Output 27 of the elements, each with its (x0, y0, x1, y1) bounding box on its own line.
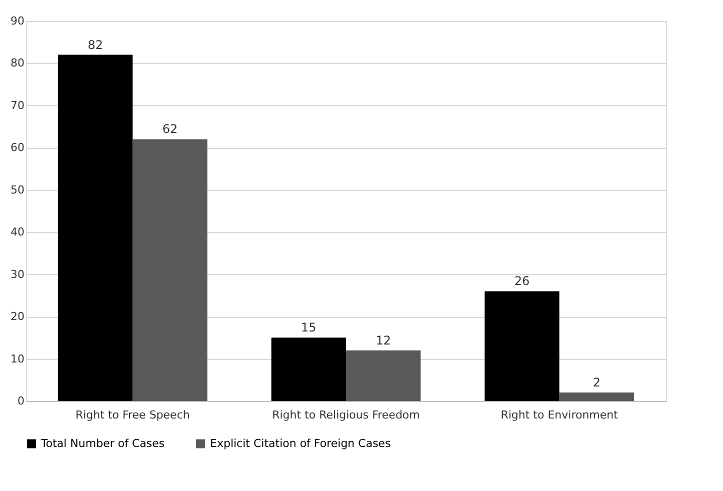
data-label: 2 (592, 376, 600, 390)
x-tick-label: Right to Free Speech (75, 408, 190, 422)
x-tick-label: Right to Environment (500, 408, 619, 422)
data-label: 26 (514, 274, 530, 288)
bar (271, 338, 346, 401)
bar (484, 291, 560, 401)
bar (132, 139, 208, 401)
x-tick-label: Right to Religious Freedom (272, 408, 420, 422)
data-label: 82 (88, 38, 103, 52)
y-tick-label: 20 (10, 310, 24, 324)
y-tick-label: 60 (10, 141, 24, 154)
legend-label: Total Number of Cases (40, 436, 165, 450)
data-label: 15 (301, 320, 316, 335)
data-label: 62 (162, 122, 178, 136)
data-label: 12 (376, 333, 391, 348)
y-tick-label: 70 (10, 98, 24, 112)
y-tick-label: 50 (10, 183, 24, 196)
y-tick-label: 90 (10, 14, 24, 28)
y-tick-label: 0 (18, 394, 24, 408)
bar (58, 54, 133, 401)
bar (346, 350, 421, 401)
y-tick-label: 40 (10, 226, 24, 239)
y-tick-label: 30 (10, 268, 24, 281)
y-tick-label: 80 (10, 56, 24, 70)
bar (559, 392, 634, 401)
legend-label: Explicit Citation of Foreign Cases (210, 436, 392, 450)
y-tick-label: 10 (10, 352, 24, 366)
